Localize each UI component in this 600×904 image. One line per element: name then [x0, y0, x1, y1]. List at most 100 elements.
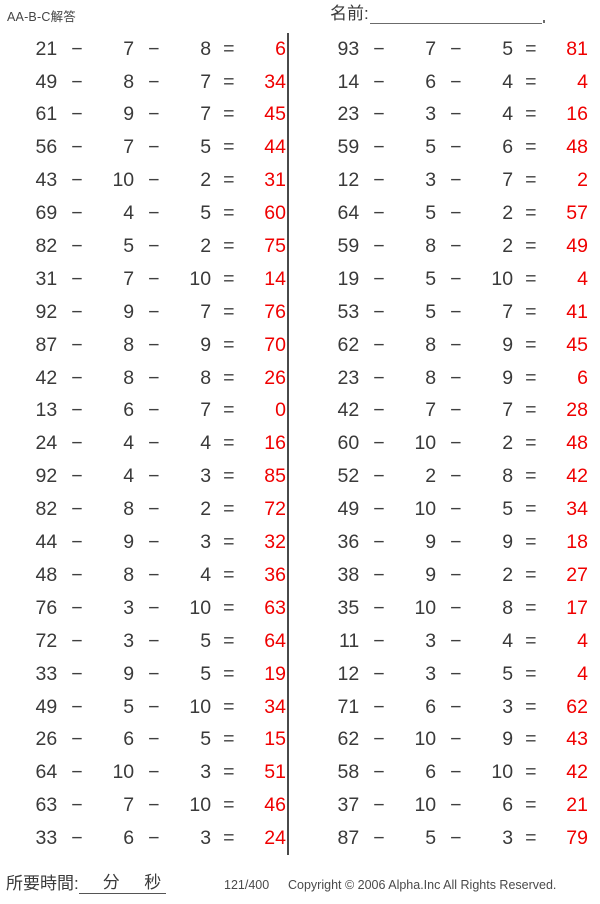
operand-third: 2 — [200, 169, 212, 192]
answer-value: 44 — [264, 136, 286, 159]
operand-third: 4 — [502, 70, 514, 93]
minus-operator: − — [373, 399, 385, 422]
minus-operator: − — [148, 70, 160, 93]
name-input[interactable] — [369, 4, 542, 24]
operand-third: 2 — [502, 432, 514, 455]
operand-third: 2 — [502, 563, 514, 586]
equals-operator: = — [223, 366, 235, 389]
operand-second: 9 — [123, 662, 135, 685]
operand-first: 76 — [35, 596, 58, 619]
minus-operator: − — [373, 37, 385, 60]
operand-first: 21 — [35, 37, 58, 60]
name-rule-end-tick — [542, 20, 545, 23]
problem-row: 23−3−4 = 16 — [306, 99, 588, 132]
minus-operator: − — [148, 366, 160, 389]
answer-value: 34 — [264, 70, 286, 93]
operand-first: 62 — [337, 333, 360, 356]
operand-second: 3 — [123, 629, 135, 652]
operand-second: 8 — [425, 235, 437, 258]
operand-first: 56 — [35, 136, 58, 159]
operand-first: 36 — [337, 531, 360, 554]
problem-row: 93−7−5 = 81 — [306, 33, 588, 66]
equals-operator: = — [223, 432, 235, 455]
answer-value: 57 — [566, 202, 588, 225]
minus-operator: − — [373, 366, 385, 389]
equals-operator: = — [525, 827, 537, 850]
operand-second: 4 — [123, 432, 135, 455]
equals-operator: = — [223, 662, 235, 685]
operand-first: 92 — [35, 300, 58, 323]
operand-third: 7 — [200, 70, 212, 93]
minus-operator: − — [450, 761, 462, 784]
problem-row: 63−7−10 = 46 — [4, 789, 286, 822]
equals-operator: = — [223, 695, 235, 718]
operand-first: 60 — [337, 432, 360, 455]
minus-operator: − — [373, 103, 385, 126]
problem-row: 37−10−6 = 21 — [306, 789, 588, 822]
minus-operator: − — [148, 695, 160, 718]
operand-first: 24 — [35, 432, 58, 455]
elapsed-time-input[interactable]: 分秒 — [78, 872, 166, 894]
minus-operator: − — [71, 103, 83, 126]
minus-operator: − — [71, 827, 83, 850]
operand-second: 3 — [425, 169, 437, 192]
answer-value: 76 — [264, 300, 286, 323]
equals-operator: = — [223, 169, 235, 192]
operand-second: 10 — [414, 432, 437, 455]
equals-operator: = — [223, 498, 235, 521]
equals-operator: = — [223, 136, 235, 159]
minus-operator: − — [450, 300, 462, 323]
minus-operator: − — [148, 662, 160, 685]
minus-operator: − — [373, 432, 385, 455]
problem-row: 87−8−9 = 70 — [4, 329, 286, 362]
minus-operator: − — [373, 596, 385, 619]
operand-first: 53 — [337, 300, 360, 323]
operand-third: 7 — [502, 399, 514, 422]
minus-operator: − — [373, 333, 385, 356]
operand-first: 59 — [337, 136, 360, 159]
operand-third: 4 — [502, 103, 514, 126]
minus-operator: − — [148, 300, 160, 323]
operand-second: 4 — [123, 202, 135, 225]
minus-operator: − — [373, 235, 385, 258]
minus-operator: − — [148, 629, 160, 652]
operand-first: 87 — [337, 827, 360, 850]
problem-row: 14−6−4 = 4 — [306, 66, 588, 99]
operand-third: 5 — [200, 202, 212, 225]
operand-third: 7 — [200, 103, 212, 126]
problem-row: 60−10−2 = 48 — [306, 428, 588, 461]
equals-operator: = — [525, 432, 537, 455]
problem-row: 58−6−10 = 42 — [306, 757, 588, 790]
minus-operator: − — [71, 531, 83, 554]
minus-operator: − — [450, 531, 462, 554]
operand-second: 7 — [123, 267, 135, 290]
problem-row: 64−5−2 = 57 — [306, 197, 588, 230]
operand-second: 10 — [414, 596, 437, 619]
operand-third: 7 — [200, 399, 212, 422]
equals-operator: = — [525, 794, 537, 817]
operand-third: 4 — [200, 432, 212, 455]
equals-operator: = — [525, 596, 537, 619]
elapsed-time-field: 所要時間: 分秒 — [6, 872, 166, 894]
name-field: 名前: — [330, 4, 545, 24]
elapsed-time-label: 所要時間: — [6, 874, 79, 893]
operand-third: 5 — [502, 498, 514, 521]
operand-first: 49 — [337, 498, 360, 521]
operand-third: 10 — [189, 267, 212, 290]
operand-second: 3 — [123, 596, 135, 619]
operand-third: 6 — [502, 136, 514, 159]
minus-operator: − — [450, 465, 462, 488]
operand-second: 6 — [123, 399, 135, 422]
answer-value: 85 — [264, 465, 286, 488]
problem-row: 87−5−3 = 79 — [306, 822, 588, 855]
answer-value: 81 — [566, 37, 588, 60]
operand-third: 2 — [200, 498, 212, 521]
problem-row: 43−10−2 = 31 — [4, 165, 286, 198]
equals-operator: = — [525, 103, 537, 126]
equals-operator: = — [525, 662, 537, 685]
minus-operator: − — [450, 103, 462, 126]
equals-operator: = — [525, 267, 537, 290]
operand-second: 3 — [425, 103, 437, 126]
equals-operator: = — [525, 695, 537, 718]
operand-third: 4 — [502, 629, 514, 652]
